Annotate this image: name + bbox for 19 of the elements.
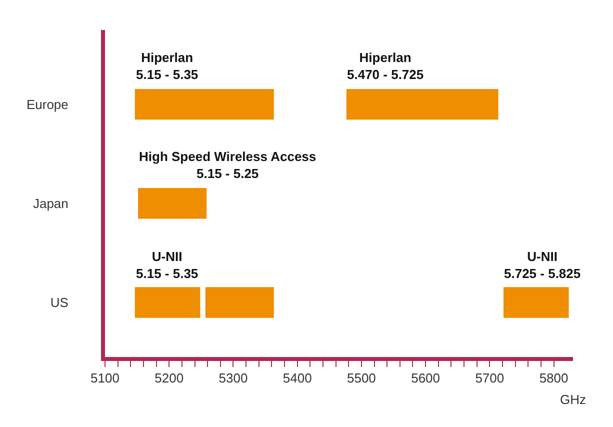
x-tick-label: 5400 [282, 370, 312, 386]
y-tick-label: Europe [26, 96, 68, 112]
annotation: U-NII 5.15 - 5.35 [136, 249, 198, 281]
x-tick-label: 5200 [154, 370, 184, 386]
bar [501, 285, 571, 320]
x-tick-label: 5300 [218, 370, 248, 386]
x-tick-label: 5700 [475, 370, 504, 386]
y-tick-label: Japan [32, 196, 68, 211]
annotation: Hiperlan 5.470 - 5.725 [347, 50, 424, 82]
x-tick-label: 5800 [539, 370, 568, 386]
annotation: High Speed Wireless Access 5.15 - 5.25 [139, 149, 316, 181]
x-tick-label: 5100 [90, 370, 120, 386]
bar [136, 186, 209, 221]
x-axis-title: GHz [560, 392, 586, 407]
x-tick-label: 5600 [411, 370, 440, 386]
y-tick-label: US [50, 295, 69, 310]
annotation: Hiperlan 5.15 - 5.35 [136, 50, 198, 82]
x-tick-label: 5500 [346, 370, 376, 386]
annotation: U-NII 5.725 - 5.825 [504, 249, 581, 281]
